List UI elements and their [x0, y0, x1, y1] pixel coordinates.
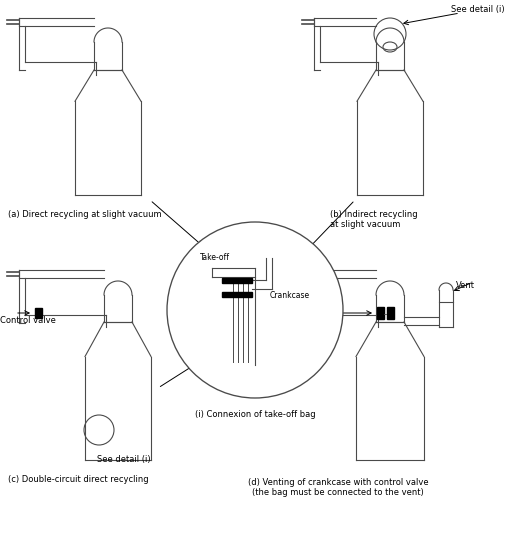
Text: (d) Venting of crankcase with control valve
(the bag must be connected to the ve: (d) Venting of crankcase with control va… [248, 478, 429, 498]
Text: Take-off: Take-off [200, 253, 230, 263]
Text: See detail (i): See detail (i) [97, 455, 151, 464]
Bar [222, 278, 252, 283]
Bar [377, 307, 384, 319]
Bar [387, 307, 394, 319]
Text: (b) Indirect recycling
at slight vacuum: (b) Indirect recycling at slight vacuum [330, 210, 418, 229]
Circle shape [167, 222, 343, 398]
Bar [222, 292, 252, 297]
Text: Vent: Vent [456, 281, 475, 289]
Text: (i) Connexion of take-off bag: (i) Connexion of take-off bag [195, 410, 316, 419]
Text: Control valve: Control valve [234, 315, 290, 324]
Text: Crankcase: Crankcase [270, 290, 310, 300]
Text: (a) Direct recycling at slight vacuum: (a) Direct recycling at slight vacuum [8, 210, 161, 219]
Text: (c) Double-circuit direct recycling: (c) Double-circuit direct recycling [8, 475, 148, 484]
Bar [35, 308, 42, 318]
Text: See detail (i): See detail (i) [452, 5, 505, 14]
Text: Control valve: Control valve [0, 316, 56, 325]
